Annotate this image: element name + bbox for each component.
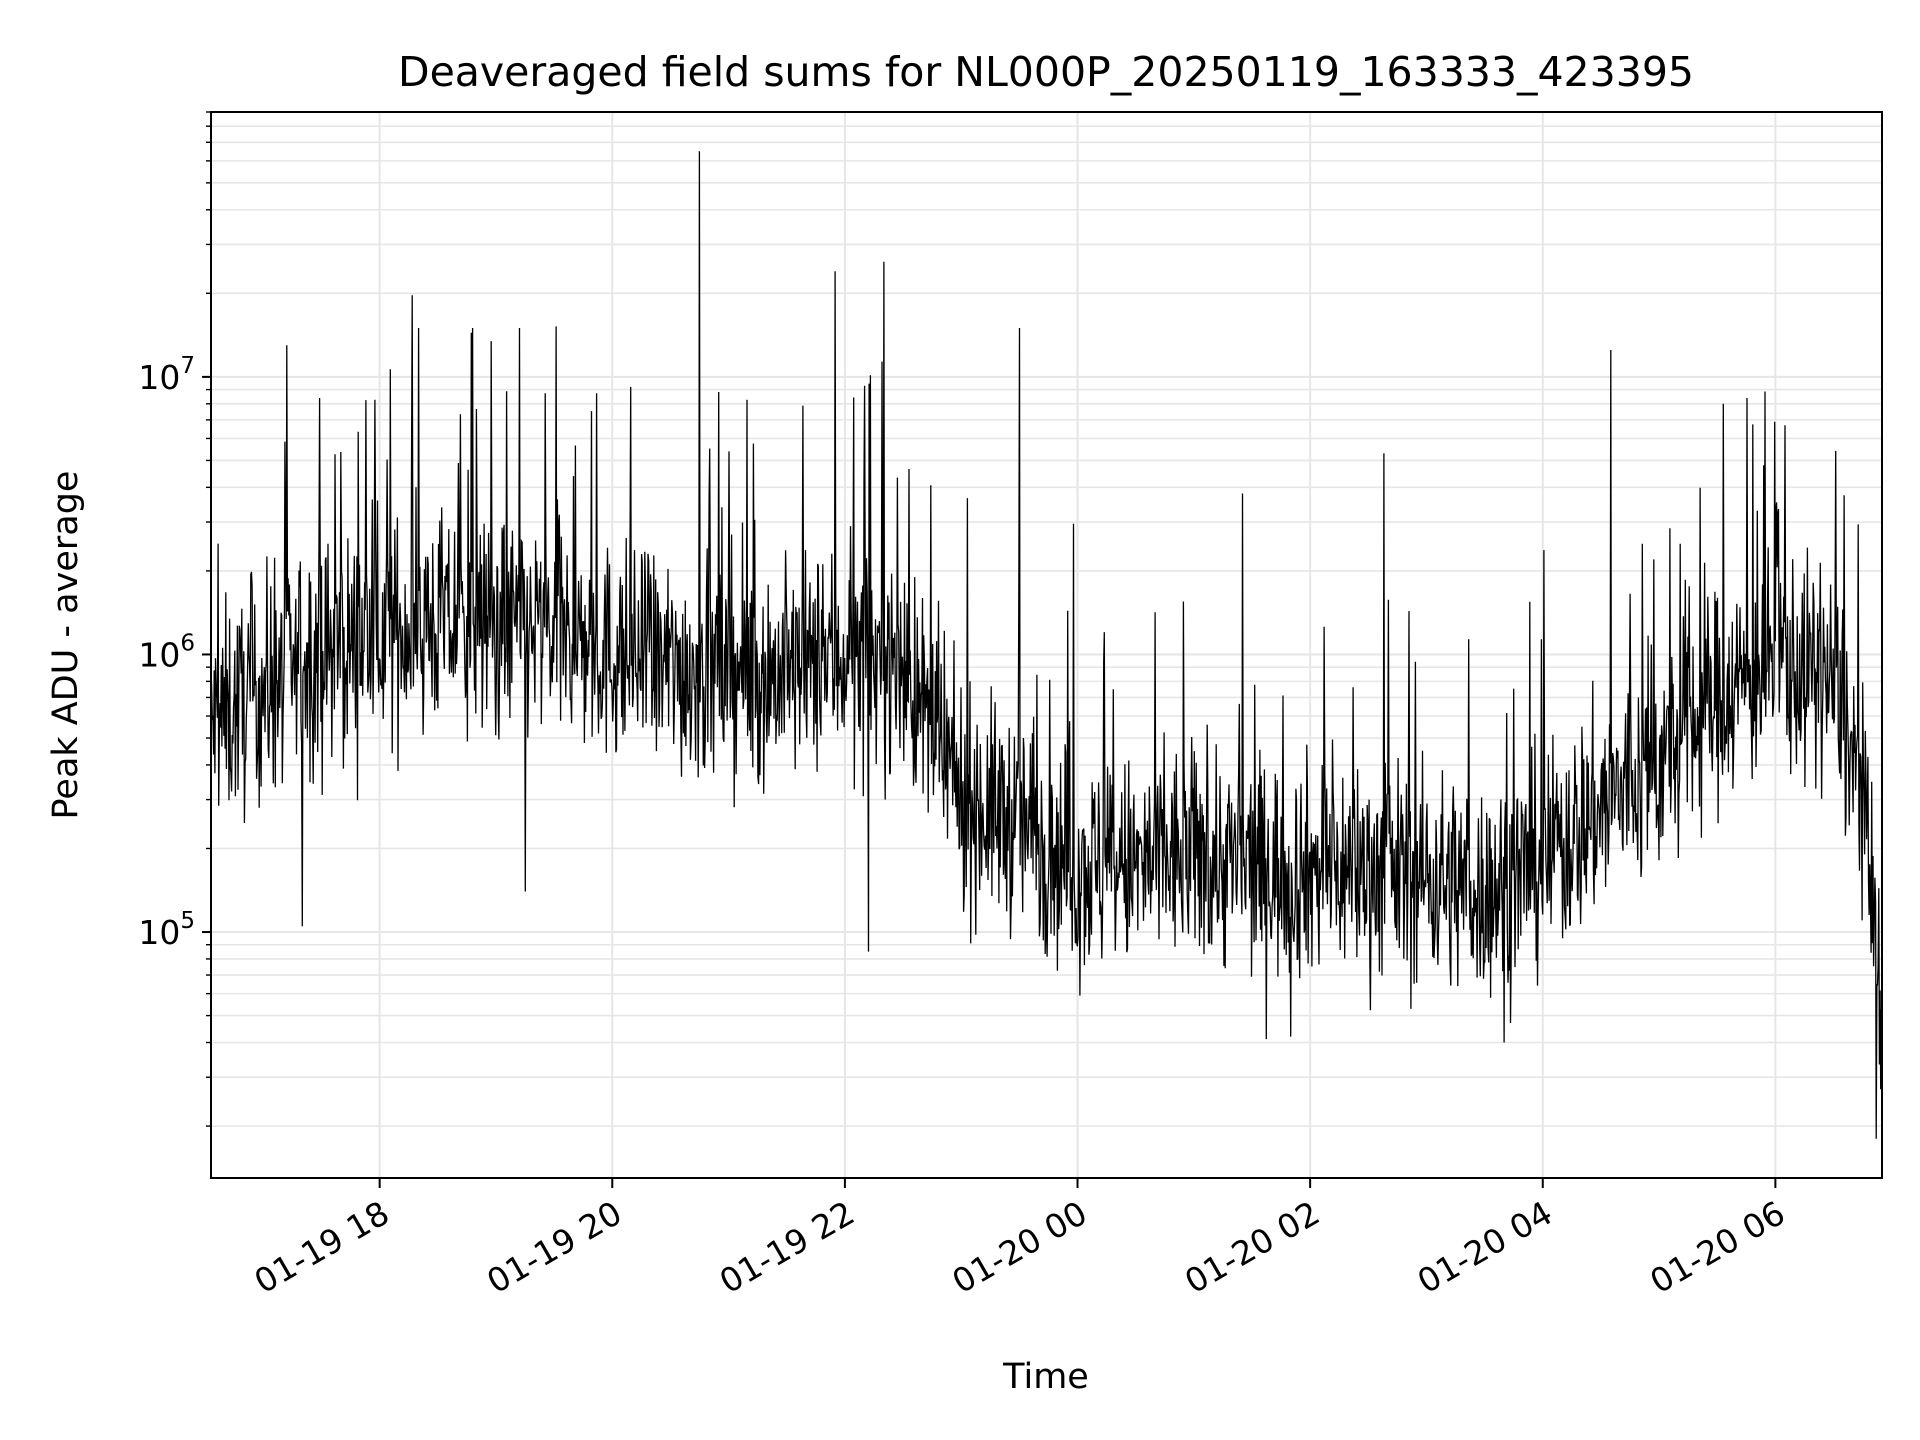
x-axis-label: Time <box>1002 1357 1089 1397</box>
y-tick-exponent: 7 <box>180 353 195 379</box>
y-tick-label: 106 <box>138 630 195 674</box>
plot-frame <box>210 111 1883 1179</box>
y-axis-label: Peak ADU - average <box>46 471 86 820</box>
y-tick-base: 10 <box>138 913 180 952</box>
grid <box>211 111 1882 1178</box>
y-tick-label: 107 <box>138 353 195 397</box>
series-line <box>210 151 1883 1139</box>
y-tick-exponent: 5 <box>180 908 195 934</box>
y-tick-base: 10 <box>138 358 180 397</box>
y-tick-exponent: 6 <box>180 630 195 656</box>
y-tick-label: 105 <box>138 908 195 952</box>
y-tick-base: 10 <box>138 635 180 674</box>
series-line-group <box>210 151 1883 1139</box>
chart-title: Deaveraged field sums for NL000P_2025011… <box>398 48 1694 96</box>
